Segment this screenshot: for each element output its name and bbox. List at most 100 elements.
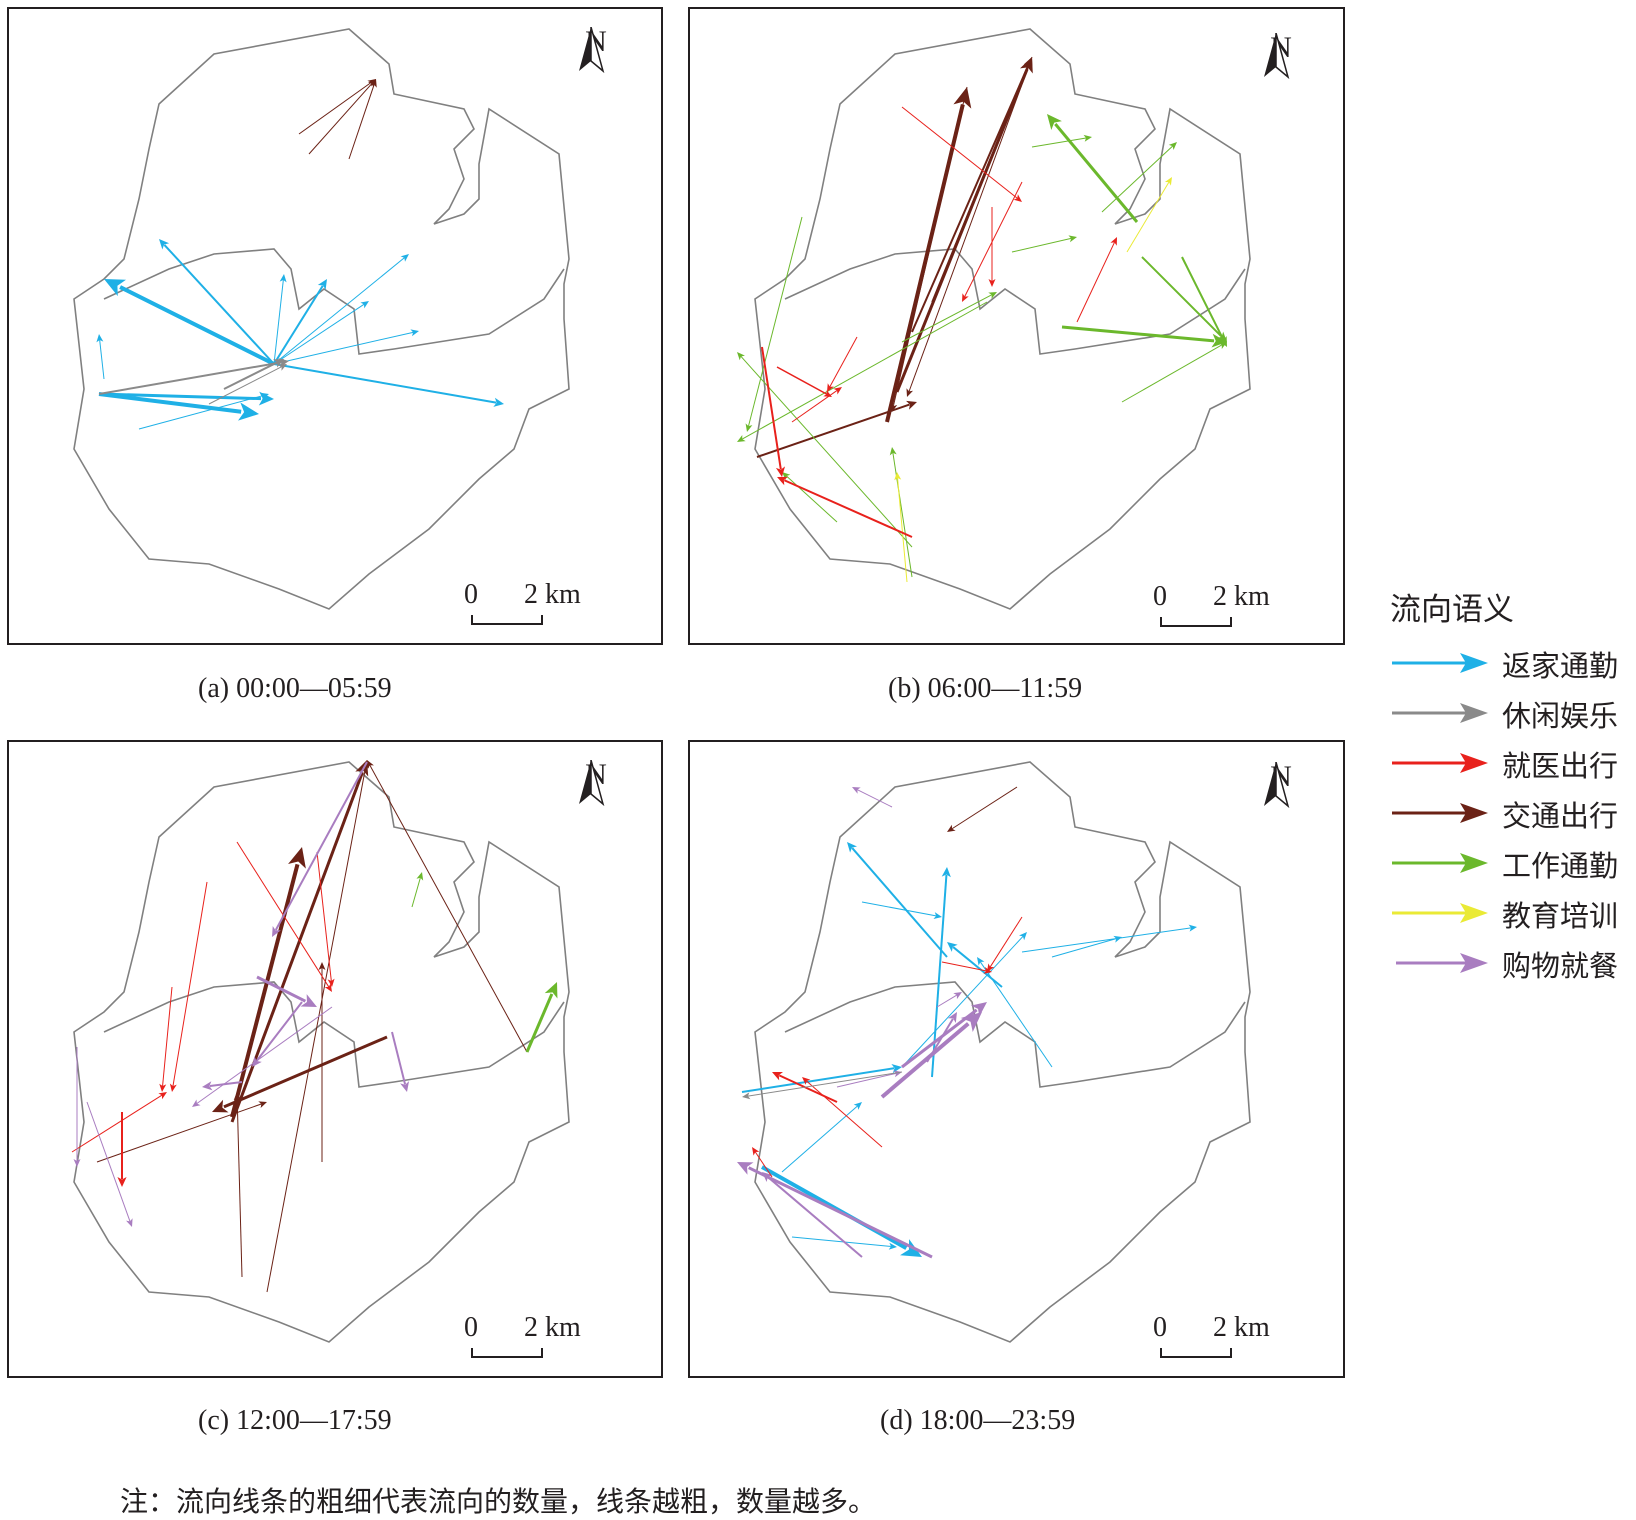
flow-arrow	[901, 1002, 987, 1069]
flow-arrow	[781, 1102, 862, 1173]
district-boundary	[754, 761, 1251, 1343]
north-arrow: N	[1261, 33, 1301, 80]
map-canvas-a	[73, 28, 570, 610]
legend-label: 购物就餐	[1502, 949, 1619, 983]
flow-arrow	[988, 207, 996, 287]
inner-road	[103, 981, 565, 1088]
legend-label: 返家通勤	[1502, 649, 1619, 683]
flow-arrow	[273, 279, 327, 365]
flow-arrow	[525, 982, 558, 1053]
flow-arrow	[1076, 237, 1117, 323]
flow-arrow	[1051, 935, 1122, 958]
flow-arrow	[233, 1092, 243, 1278]
flow-arrow	[96, 1101, 267, 1163]
flow-arrow	[318, 962, 326, 1162]
legend-title: 流向语义	[1390, 592, 1514, 628]
scale-bar: 0 2 km	[1153, 1312, 1283, 1362]
flow-arrow	[159, 986, 173, 1092]
flow-arrow	[117, 1112, 127, 1187]
legend-label: 交通出行	[1502, 799, 1619, 833]
flow-arrow	[308, 79, 376, 155]
flow-arrow	[1101, 142, 1177, 213]
flow-arrow	[96, 334, 105, 380]
flow-arrow	[159, 239, 275, 365]
flow-arrow	[202, 1081, 243, 1091]
flow-arrow	[890, 86, 968, 412]
flow-arrow	[223, 359, 284, 390]
legend-item-shopping: 购物就餐	[1390, 941, 1618, 991]
flow-arrow	[1031, 134, 1092, 148]
flow-arrow	[911, 57, 1033, 333]
flow-arrow	[273, 329, 419, 365]
flow-arrow	[782, 472, 838, 523]
flow-arrow	[1121, 342, 1227, 403]
flow-arrow	[316, 851, 335, 987]
flow-arrow	[298, 79, 376, 135]
flow-arrow	[73, 1047, 81, 1167]
legend-arrow-icon	[1392, 903, 1488, 923]
district-boundary	[73, 761, 570, 1343]
legend-arrow-icon	[1392, 803, 1488, 823]
flow-arrow	[861, 901, 942, 919]
scale-bar: 0 2 km	[1153, 581, 1283, 631]
flow-arrow	[104, 279, 275, 366]
flow-arrow	[802, 1077, 883, 1148]
legend-item-return-commute: 返家通勤	[1390, 641, 1618, 691]
district-boundary	[73, 28, 570, 610]
flow-arrow	[889, 447, 913, 578]
legend-item-education: 教育培训	[1390, 891, 1618, 941]
scale-bar: 0 2 km	[464, 1312, 594, 1362]
legend-item-leisure: 休闲娱乐	[1390, 691, 1618, 741]
scale-zero: 0	[1153, 1312, 1167, 1343]
flow-arrow	[348, 79, 377, 160]
scale-zero: 0	[1153, 581, 1167, 612]
scale-zero: 0	[464, 1312, 478, 1343]
legend-label: 就医出行	[1502, 749, 1619, 783]
flow-arrow	[737, 352, 913, 548]
flow-arrow	[777, 476, 913, 538]
scale-bar: 0 2 km	[464, 579, 594, 629]
flow-arrow	[273, 274, 287, 365]
map-canvas-d	[737, 761, 1251, 1343]
legend-item-medical: 就医出行	[1390, 741, 1618, 791]
flow-arrow	[737, 1162, 933, 1259]
flow-arrow	[987, 916, 1023, 972]
flow-arrow	[931, 57, 1033, 303]
flow-arrow	[756, 400, 917, 458]
map-panel-d: N 0 2 km	[688, 740, 1345, 1378]
inner-road	[103, 248, 565, 355]
flow-arrow	[977, 957, 1053, 1068]
flow-arrow	[138, 392, 269, 430]
north-arrow: N	[1261, 762, 1301, 809]
flow-arrow	[926, 1012, 957, 1063]
map-canvas-c	[71, 760, 570, 1343]
flow-arrow	[1021, 924, 1197, 953]
legend-arrow-icon	[1392, 653, 1488, 673]
caption-c: (c) 12:00—17:59	[198, 1405, 392, 1436]
flow-arrow	[962, 181, 1023, 302]
flow-arrow	[230, 847, 306, 1118]
flow-arrow	[272, 761, 368, 937]
map-panel-b: N 0 2 km	[688, 7, 1345, 645]
flow-arrow	[901, 292, 997, 343]
legend-arrow-icon	[1396, 953, 1488, 973]
flow-arrow	[71, 1092, 167, 1153]
flow-arrow	[252, 1001, 303, 1067]
footnote: 注：流向线条的粗细代表流向的数量，线条越粗，数量越多。	[120, 1485, 877, 1518]
flow-arrow	[776, 366, 832, 397]
flow-arrow	[86, 1101, 133, 1227]
legend-label: 休闲娱乐	[1502, 699, 1619, 733]
north-arrow: N	[576, 27, 616, 74]
flow-arrow	[391, 1031, 410, 1092]
flow-arrow	[1141, 256, 1227, 342]
flow-arrow	[847, 842, 948, 958]
legend-item-transport: 交通出行	[1390, 791, 1618, 841]
flow-arrow	[761, 346, 786, 477]
flow-arrow	[169, 881, 208, 1092]
scale-label: 2 km	[524, 1312, 581, 1343]
flow-arrow	[256, 975, 317, 1007]
flow-arrow	[1126, 177, 1172, 253]
scale-label: 2 km	[524, 579, 581, 610]
legend-item-work-commute: 工作通勤	[1390, 841, 1618, 891]
flow-arrow	[947, 786, 1018, 832]
